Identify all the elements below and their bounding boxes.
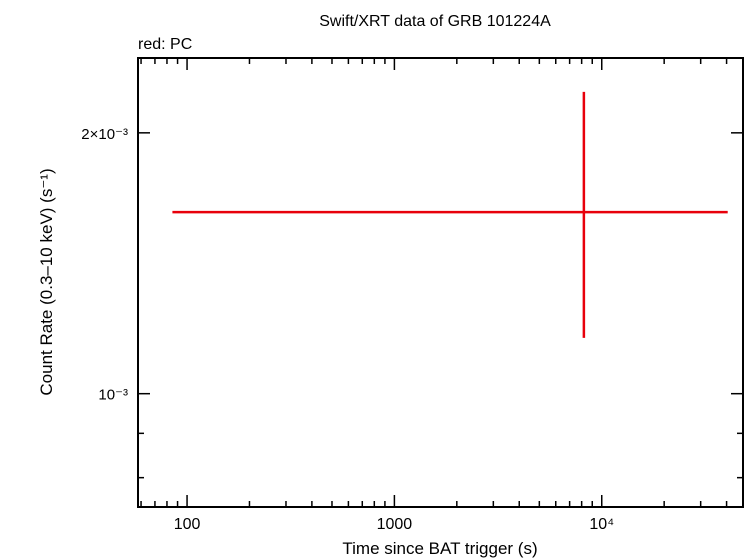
series-layer bbox=[172, 91, 728, 338]
chart-title: Swift/XRT data of GRB 101224A bbox=[319, 13, 551, 30]
y-axis-label: Count Rate (0.3–10 keV) (s⁻¹) bbox=[37, 168, 56, 395]
x-tick-label: 1000 bbox=[377, 516, 413, 533]
chart-subtitle: red: PC bbox=[138, 36, 192, 53]
x-axis: 100 1000 10⁴ bbox=[140, 58, 728, 533]
x-tick-label: 10⁴ bbox=[589, 516, 614, 533]
y-tick-label: 2×10⁻³ bbox=[81, 126, 128, 143]
y-axis: 10⁻³ 2×10⁻³ bbox=[81, 126, 743, 479]
plot-frame bbox=[137, 57, 744, 508]
x-tick-label: 100 bbox=[174, 516, 201, 533]
y-tick-label: 10⁻³ bbox=[98, 387, 128, 404]
x-axis-label: Time since BAT trigger (s) bbox=[342, 539, 537, 558]
